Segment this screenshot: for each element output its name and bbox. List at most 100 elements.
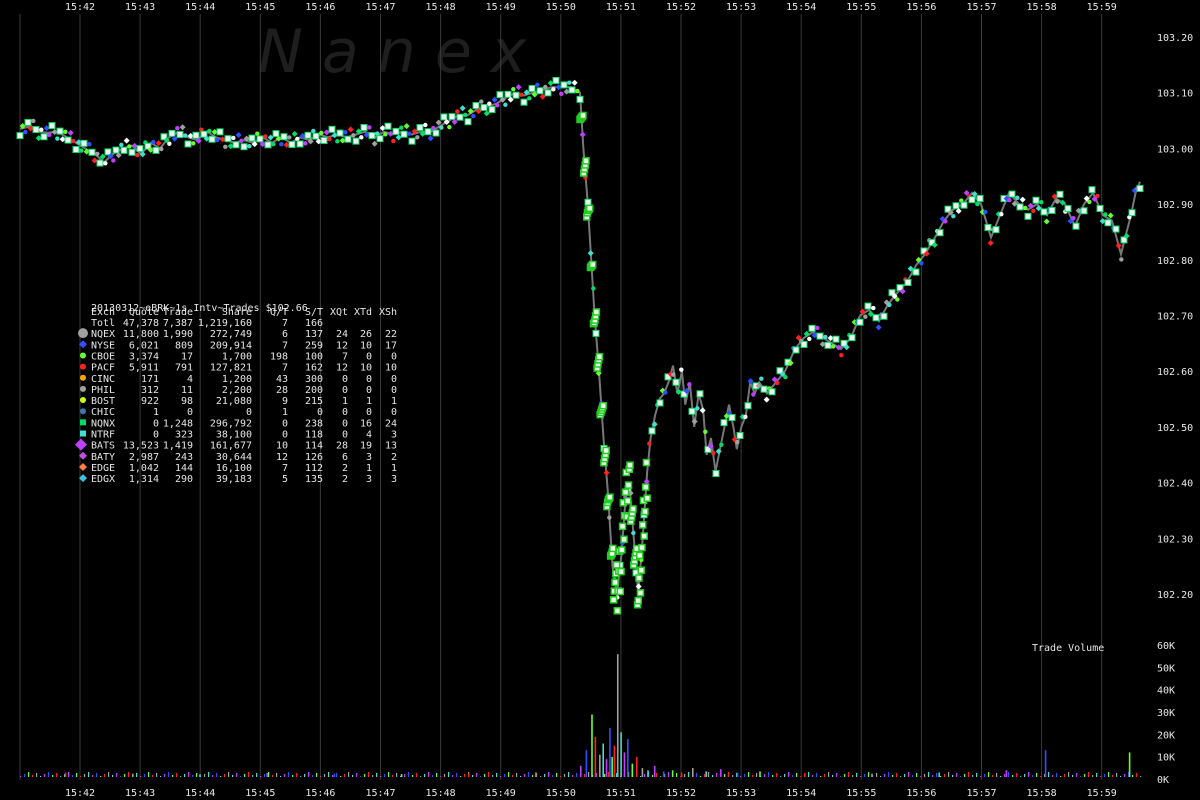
volume-bar: [148, 772, 150, 777]
volume-bar: [700, 776, 702, 777]
time-axis-top: 15:42 15:43 15:44 15:45 15:46 15:47 15:48 15:49…: [65, 2, 1117, 13]
volume-bar: [372, 775, 374, 777]
volume-bar: [312, 775, 314, 777]
table-cell: 43: [276, 374, 288, 385]
trade-marker-diamond: [123, 137, 130, 144]
volume-bar: [116, 773, 118, 777]
volume-bar: [812, 775, 814, 777]
volume-bar: [788, 772, 790, 777]
volume-bar: [1068, 772, 1070, 777]
volume-bar: [608, 772, 610, 777]
volume-bar: [844, 774, 846, 777]
trade-marker-square: [626, 461, 634, 469]
volume-spike: [636, 756, 638, 777]
trade-marker-square: [768, 388, 776, 396]
time-tick-bottom: 15:49: [486, 788, 516, 799]
trade-marker-square: [984, 223, 992, 231]
trade-marker-dot: [95, 151, 100, 157]
trade-marker-square: [72, 146, 80, 154]
trade-marker-diamond: [395, 134, 402, 141]
table-cell: 10: [360, 363, 372, 374]
table-cell: 26: [360, 329, 372, 340]
trade-marker-dot: [951, 213, 956, 219]
trade-marker-dot: [1055, 199, 1060, 204]
time-tick-bottom: 15:43: [125, 788, 155, 799]
trade-marker-diamond: [803, 330, 810, 337]
trade-marker-diamond: [43, 125, 50, 132]
volume-bar: [452, 775, 454, 777]
table-cell: 0: [153, 418, 159, 429]
trade-marker-diamond: [411, 128, 418, 135]
volume-bar: [756, 773, 758, 777]
trade-marker-square: [904, 279, 912, 287]
trade-marker-diamond: [227, 143, 234, 150]
trade-marker-dot: [111, 158, 116, 163]
volume-spike: [671, 770, 674, 777]
volume-bar: [500, 776, 502, 777]
trade-marker-dot: [711, 450, 716, 456]
volume-bar: [484, 774, 486, 777]
table-cell: 0: [153, 430, 159, 441]
volume-bar: [388, 772, 390, 777]
volume-bar: [220, 776, 222, 777]
trade-marker-dot: [943, 219, 948, 224]
volume-spike: [720, 769, 722, 777]
trade-marker-diamond: [579, 131, 586, 138]
trade-marker-dot: [743, 414, 748, 420]
table-cell: 28: [336, 441, 348, 452]
trade-marker-diamond: [875, 324, 882, 331]
trade-marker-dot: [255, 131, 260, 136]
trade-marker-dot: [591, 286, 596, 291]
volume-bar: [924, 774, 926, 777]
volume-bar: [532, 775, 534, 777]
trade-marker-diamond: [75, 139, 82, 146]
trade-marker-square: [464, 118, 472, 126]
trade-marker-square: [1088, 186, 1096, 194]
trade-marker-diamond: [699, 407, 706, 414]
table-cell: 3: [391, 430, 397, 441]
volume-spike: [653, 765, 656, 777]
volume-bar: [1080, 776, 1082, 777]
trade-marker-diamond: [211, 128, 218, 135]
trade-marker-dot: [999, 211, 1004, 217]
volume-bar: [92, 775, 94, 777]
volume-bar: [732, 775, 734, 777]
volume-bar: [344, 774, 346, 777]
volume-bar: [656, 773, 658, 777]
trade-marker-diamond: [283, 141, 290, 148]
trade-marker-dot: [359, 135, 364, 140]
volume-bar: [284, 774, 286, 777]
volume-spike: [468, 773, 470, 777]
volume-bar: [428, 772, 430, 777]
volume-bar: [716, 773, 718, 777]
trade-marker-square: [1120, 236, 1128, 244]
trade-marker-diamond: [275, 135, 282, 142]
volume-bar: [292, 775, 294, 777]
volume-bar: [704, 774, 706, 777]
volume-bar: [420, 776, 422, 777]
volume-bar: [268, 772, 270, 777]
trade-marker-square: [856, 318, 864, 326]
trade-marker-square: [152, 146, 160, 154]
time-axis-bottom: 15:42 15:43 15:44 15:45 15:46 15:47 15:48 15:49…: [65, 788, 1117, 799]
trade-marker-dot: [607, 515, 612, 520]
volume-bar: [1024, 774, 1026, 777]
trade-marker-diamond: [131, 142, 138, 149]
table-cell: NTRF: [91, 430, 115, 441]
volume-bar: [436, 773, 438, 777]
volume-bar: [1096, 773, 1098, 777]
volume-bar: [380, 776, 382, 777]
trade-marker-diamond: [683, 388, 690, 395]
trade-marker-square: [424, 128, 432, 136]
trade-marker-square: [585, 204, 594, 213]
table-cell: 0: [342, 430, 348, 441]
trade-marker-dot: [543, 84, 548, 90]
trade-marker-diamond: [963, 189, 970, 196]
trade-marker-dot: [1039, 200, 1044, 205]
volume-bar: [832, 775, 834, 777]
volume-bar: [256, 773, 258, 777]
trade-marker-dot: [223, 144, 228, 150]
table-cell: 0: [342, 407, 348, 418]
volume-bar: [860, 776, 862, 777]
volume-bar: [272, 775, 274, 777]
